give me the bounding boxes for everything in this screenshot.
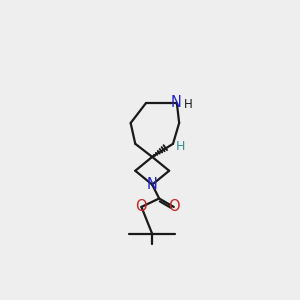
Text: H: H — [176, 140, 185, 153]
Text: O: O — [168, 200, 180, 214]
Text: O: O — [136, 200, 147, 214]
Text: H: H — [184, 98, 193, 111]
Text: N: N — [171, 95, 182, 110]
Text: N: N — [147, 177, 158, 192]
